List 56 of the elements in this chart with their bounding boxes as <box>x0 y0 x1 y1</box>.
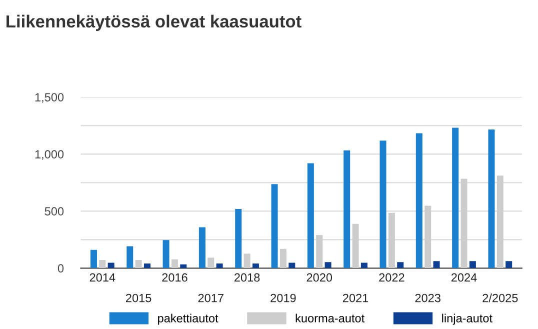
bar <box>99 260 106 268</box>
bar <box>424 206 432 268</box>
bar <box>344 150 350 268</box>
bar <box>108 262 114 268</box>
bar <box>208 258 214 268</box>
x-tick-label: 2/2025 <box>482 294 518 302</box>
bar <box>496 176 504 268</box>
bar <box>307 163 314 268</box>
bar <box>360 262 368 268</box>
x-tick-label: 2019 <box>270 294 296 302</box>
bar <box>135 260 142 268</box>
bar <box>288 262 296 268</box>
bar <box>506 261 512 268</box>
bar <box>460 178 468 268</box>
x-tick-label: 2023 <box>415 294 440 302</box>
bar <box>144 263 150 268</box>
legend-label: linja-autot <box>442 314 492 325</box>
bar <box>452 128 459 268</box>
x-tick-label: 2024 <box>451 273 477 282</box>
bar <box>244 254 250 268</box>
bar <box>316 235 323 268</box>
x-tick-label: 2015 <box>126 294 152 302</box>
x-tick-label: 2017 <box>198 294 224 302</box>
bar <box>433 261 440 268</box>
bar <box>352 224 359 268</box>
y-tick-label: 0 <box>58 264 64 273</box>
bar <box>380 140 386 268</box>
bar <box>252 263 259 268</box>
bar <box>280 248 286 268</box>
bar <box>324 262 332 268</box>
legend-label: kuorma-autot <box>296 314 365 322</box>
x-tick-label: 2018 <box>234 273 260 282</box>
bar <box>180 264 187 268</box>
x-tick-label: 2021 <box>342 294 368 302</box>
bar <box>488 129 495 268</box>
y-tick-label: 500 <box>44 207 64 216</box>
legend-label: pakettiautot <box>158 314 218 325</box>
x-tick-label: 2022 <box>379 273 404 282</box>
bar <box>469 261 476 268</box>
bar <box>171 259 178 268</box>
bar <box>162 240 170 268</box>
bar <box>416 133 422 268</box>
bar <box>126 246 134 268</box>
bar <box>235 209 242 268</box>
bar <box>397 262 404 268</box>
x-tick-label: 2016 <box>162 273 188 282</box>
bar <box>198 227 206 268</box>
bar <box>90 250 97 268</box>
bar <box>271 184 278 268</box>
bar <box>216 263 223 268</box>
chart-title: Liikennekäytössä olevat kaasuautot <box>6 14 302 31</box>
y-tick-label: 1,500 <box>35 93 64 103</box>
y-tick-label: 1,000 <box>35 150 64 160</box>
x-tick-label: 2014 <box>90 273 116 282</box>
x-tick-label: 2020 <box>306 273 332 282</box>
bar <box>388 212 395 268</box>
